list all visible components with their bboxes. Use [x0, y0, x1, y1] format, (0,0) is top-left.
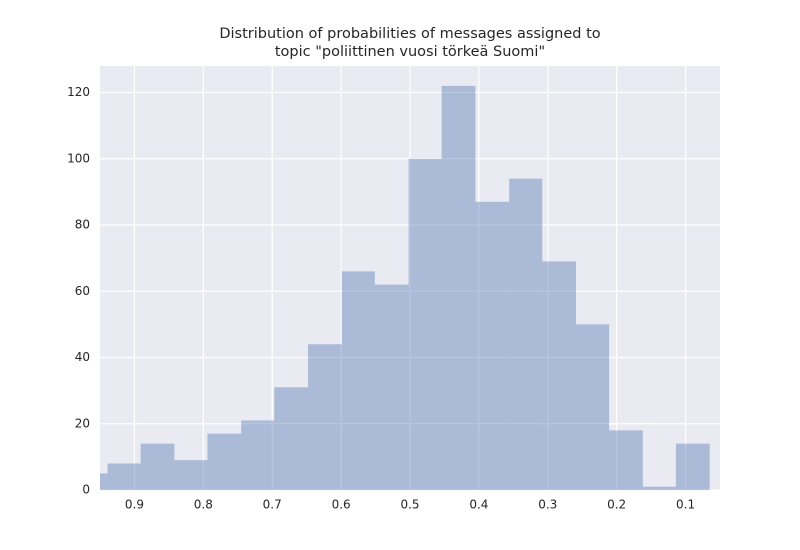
y-tick-label: 40	[75, 350, 90, 364]
bar	[576, 324, 610, 490]
grid	[100, 66, 720, 491]
x-tick-label: 0.8	[194, 498, 213, 512]
bar	[308, 344, 342, 490]
tick-labels: 0 20 40 60 80 100 120 0.9 0.8 0.7 0.6 0.5 0.4 0.3 0.2 0…	[67, 85, 695, 512]
chart-title: topic "poliittinen vuosi törkeä Suomi"	[275, 44, 545, 60]
x-tick-label: 0.4	[469, 498, 488, 512]
bar	[609, 430, 643, 490]
y-tick-label: 120	[67, 85, 90, 99]
bar	[274, 387, 309, 490]
chart-title: Distribution of probabilities of message…	[219, 26, 600, 42]
bar	[509, 178, 543, 490]
bar	[374, 284, 409, 490]
bar	[542, 261, 577, 490]
y-tick-label: 80	[75, 218, 90, 232]
bar	[140, 443, 175, 490]
bar	[107, 463, 141, 490]
bar	[642, 486, 676, 490]
x-tick-label: 0.1	[676, 498, 695, 512]
y-tick-label: 60	[75, 284, 90, 298]
y-tick-label: 0	[82, 483, 90, 497]
x-tick-label: 0.7	[263, 498, 282, 512]
bar	[241, 420, 275, 490]
bar	[341, 271, 375, 490]
bars	[100, 85, 710, 490]
bar	[408, 158, 442, 490]
bar	[174, 460, 208, 490]
y-tick-label: 20	[75, 416, 90, 430]
bar	[475, 201, 510, 490]
x-tick-label: 0.2	[607, 498, 626, 512]
x-tick-label: 0.3	[538, 498, 557, 512]
bar	[207, 433, 242, 490]
x-tick-label: 0.6	[332, 498, 351, 512]
x-tick-label: 0.5	[400, 498, 419, 512]
bar	[675, 443, 710, 490]
y-tick-label: 100	[67, 151, 90, 165]
bar	[441, 85, 476, 490]
x-tick-label: 0.9	[125, 498, 144, 512]
bar	[100, 473, 108, 490]
